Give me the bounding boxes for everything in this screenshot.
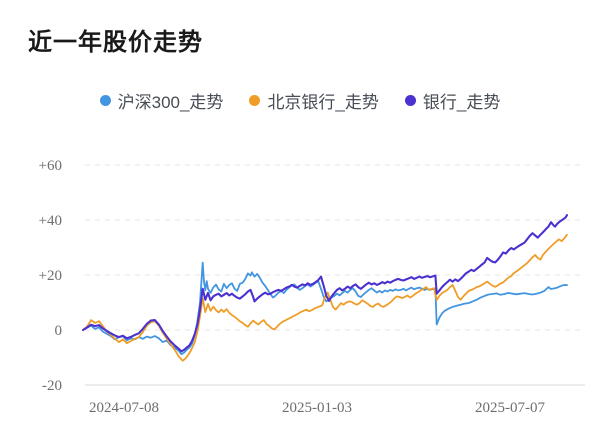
legend-label: 银行_走势: [422, 93, 501, 112]
x-axis-tick-label: 2025-01-03: [282, 400, 352, 416]
legend-label: 沪深300_走势: [117, 93, 224, 112]
y-axis-tick-label: 0: [55, 323, 63, 339]
series-line-2[interactable]: [82, 233, 568, 362]
series-line-3[interactable]: [81, 214, 569, 353]
legend-item-bank-sector[interactable]: 银行_走势: [404, 88, 501, 113]
series-dot-icon: [99, 95, 111, 106]
x-axis-tick-label: 2025-07-07: [475, 400, 545, 416]
y-axis-tick-label: -20: [42, 378, 62, 394]
series-dot-icon: [249, 95, 261, 106]
page-title: 近一年股价走势: [28, 29, 203, 56]
y-axis-tick-label: +20: [39, 268, 62, 284]
series-dot-icon: [404, 95, 416, 106]
legend-item-hs300[interactable]: 沪深300_走势: [99, 88, 224, 113]
x-axis-tick-label: 2024-07-08: [89, 400, 159, 416]
chart-legend: 沪深300_走势 北京银行_走势 银行_走势: [0, 88, 600, 113]
legend-item-bankofbeijing[interactable]: 北京银行_走势: [249, 88, 379, 113]
y-axis-tick-label: +60: [39, 158, 62, 174]
legend-label: 北京银行_走势: [267, 93, 379, 112]
series-line-1[interactable]: [82, 261, 568, 356]
y-axis-tick-label: +40: [39, 213, 62, 229]
